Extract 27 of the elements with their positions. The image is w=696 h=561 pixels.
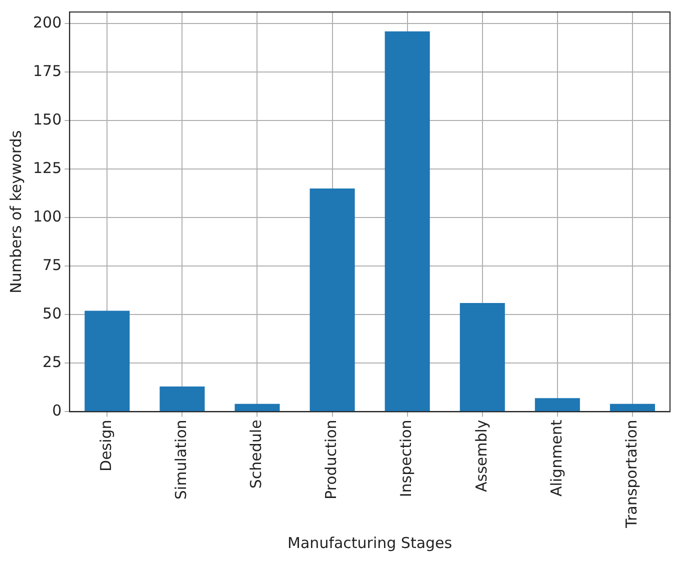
y-axis-title: Numbers of keywords — [6, 130, 25, 294]
bar — [234, 404, 280, 412]
bar — [460, 303, 505, 412]
bar — [160, 386, 205, 412]
y-tick-label: 175 — [32, 62, 62, 80]
x-tick-label: Schedule — [247, 420, 266, 489]
y-tick-label: 150 — [32, 110, 62, 129]
x-tick-label: Simulation — [172, 420, 190, 500]
y-tick-label: 100 — [32, 208, 62, 226]
x-tick-label: Transportation — [622, 420, 640, 529]
bar — [610, 404, 655, 412]
bar — [384, 31, 430, 412]
bar — [534, 398, 580, 412]
y-tick-label: 0 — [52, 402, 62, 420]
x-tick-label: Alignment — [547, 420, 566, 497]
y-tick-label: 25 — [42, 353, 62, 372]
y-tick-label: 125 — [32, 159, 62, 178]
x-tick-label: Design — [97, 420, 116, 472]
x-tick-label: Inspection — [397, 420, 416, 498]
y-tick-label: 75 — [42, 256, 62, 274]
bar — [84, 310, 130, 412]
x-axis-title: Manufacturing Stages — [288, 534, 452, 552]
bar — [310, 188, 355, 412]
x-tick-label: Production — [322, 420, 340, 500]
x-tick-label: Assembly — [472, 420, 490, 492]
y-tick-label: 50 — [42, 304, 62, 323]
y-tick-label: 200 — [32, 14, 62, 32]
